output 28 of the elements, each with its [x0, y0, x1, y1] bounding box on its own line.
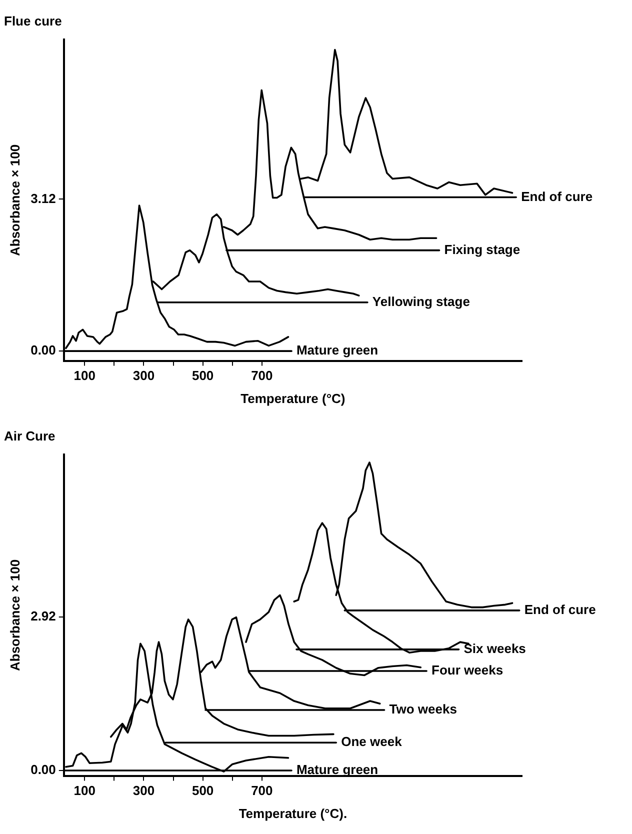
series-label: Six weeks [464, 641, 526, 656]
chart-title: Flue cure [4, 13, 62, 28]
x-tick-label: 300 [132, 368, 155, 384]
series-label: Yellowing stage [372, 294, 470, 309]
series-label: End of cure [524, 602, 596, 618]
series-label: Fixing stage [444, 242, 520, 257]
series-label: Mature green [296, 342, 378, 358]
series-label: One week [341, 734, 403, 750]
series-label: Mature green [296, 762, 378, 778]
y-tick-label: 3.12 [30, 190, 56, 206]
x-tick-label: 500 [192, 783, 214, 798]
x-axis-title: Temperature (°C) [240, 390, 346, 406]
y-tick-label: 0.00 [30, 762, 56, 778]
x-axis-title: Temperature (°C). [238, 806, 348, 821]
series-label: End of cure [521, 188, 593, 204]
y-tick-label: 0.00 [30, 342, 56, 358]
x-tick-label: 700 [251, 783, 273, 798]
series-label: Four weeks [432, 662, 504, 678]
x-tick-label: 100 [74, 368, 96, 384]
series-label: Two weeks [389, 702, 457, 717]
x-tick-label: 100 [74, 783, 96, 798]
x-tick-label: 500 [192, 368, 214, 384]
x-tick-label: 300 [132, 783, 155, 798]
y-axis-title: Absorbance × 100 [7, 144, 22, 256]
y-axis-title: Absorbance × 100 [7, 559, 22, 672]
y-tick-label: 2.92 [30, 608, 56, 624]
x-tick-label: 700 [251, 368, 273, 384]
chart-title: Air Cure [4, 428, 56, 444]
